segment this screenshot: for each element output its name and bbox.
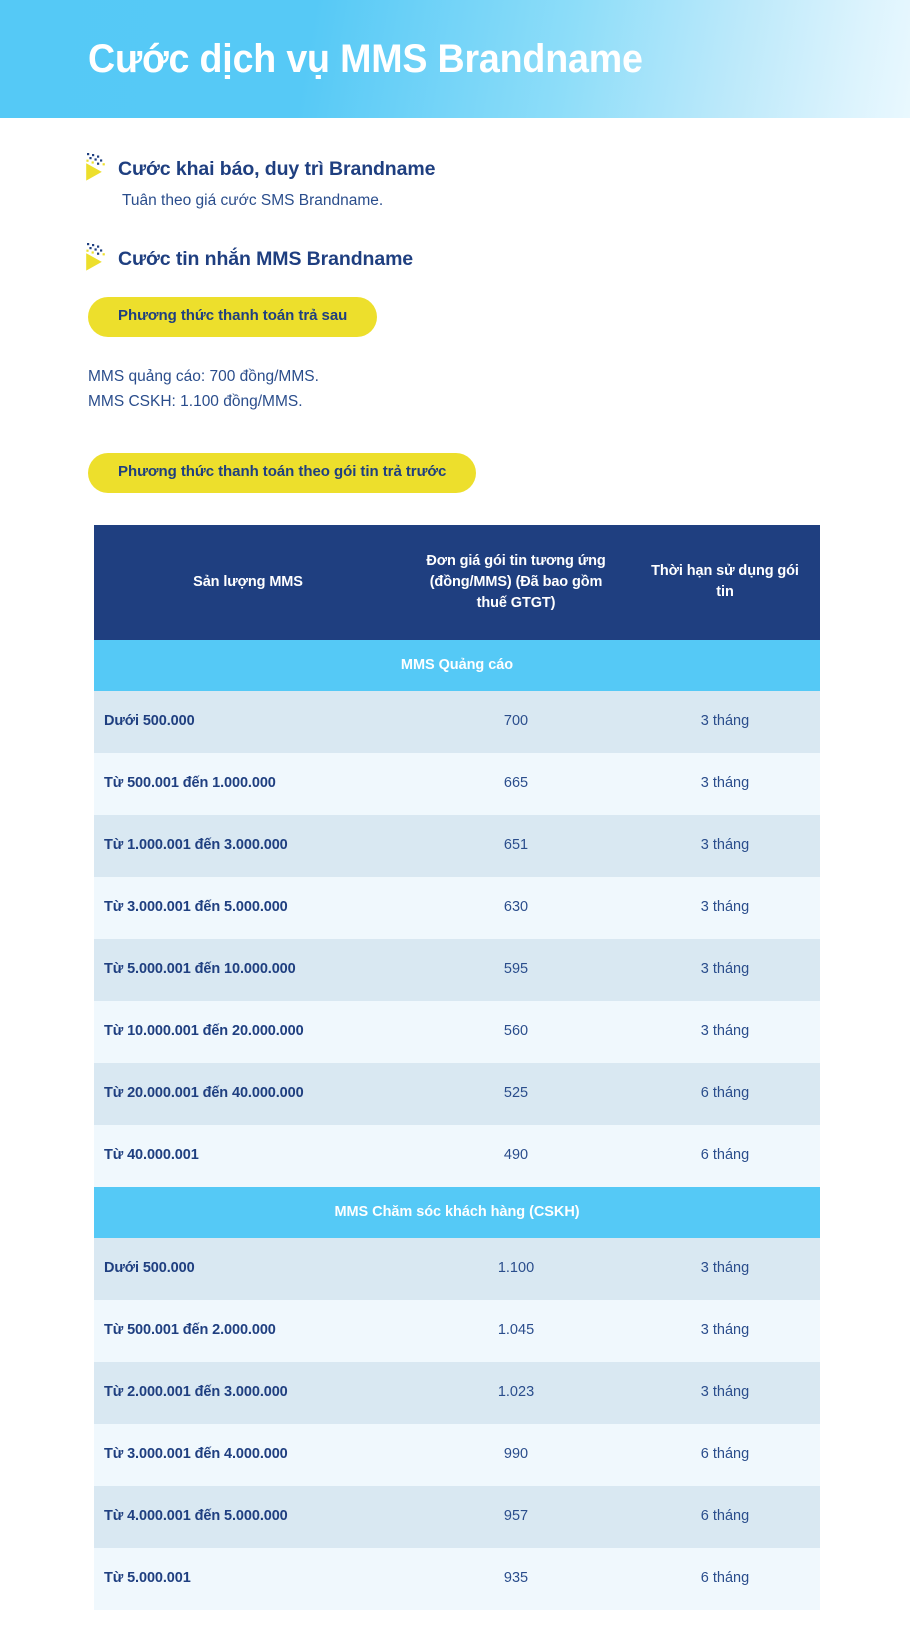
prepaid-pill-wrap: Phương thức thanh toán theo gói tin trả … xyxy=(0,453,910,493)
cell-validity: 3 tháng xyxy=(630,752,820,815)
cell-unit-price: 990 xyxy=(402,1423,630,1486)
table-body: MMS Quảng cáo Dưới 500.000 700 3 tháng Từ 50… xyxy=(94,639,820,1610)
cell-volume: Từ 10.000.001 đến 20.000.000 xyxy=(94,1000,402,1063)
table-row: Từ 3.000.001 đến 4.000.000 990 6 tháng xyxy=(94,1423,820,1486)
cell-unit-price: 665 xyxy=(402,752,630,815)
cell-volume: Từ 4.000.001 đến 5.000.000 xyxy=(94,1485,402,1548)
table-row: Từ 500.001 đến 2.000.000 1.045 3 tháng xyxy=(94,1299,820,1362)
table-section-label: MMS Quảng cáo xyxy=(94,639,820,691)
column-header-volume: Sản lượng MMS xyxy=(94,524,402,640)
column-header-unit-price: Đơn giá gói tin tương ứng (đồng/MMS) (Đã… xyxy=(402,524,630,640)
yellow-play-arrow-icon xyxy=(84,152,112,182)
cell-validity: 6 tháng xyxy=(630,1547,820,1610)
cell-volume: Từ 5.000.001 đến 10.000.000 xyxy=(94,938,402,1001)
column-header-validity: Thời hạn sử dụng gói tin xyxy=(630,524,820,640)
cell-volume: Từ 5.000.001 xyxy=(94,1547,402,1610)
cell-unit-price: 490 xyxy=(402,1124,630,1187)
cell-volume: Dưới 500.000 xyxy=(94,690,402,753)
rate-table-wrapper: Sản lượng MMS Đơn giá gói tin tương ứng … xyxy=(94,524,820,1610)
page-header-banner: Cước dịch vụ MMS Brandname xyxy=(0,0,910,118)
postpaid-price-line: MMS quảng cáo: 700 đồng/MMS. xyxy=(88,367,319,385)
table-row: Từ 40.000.001 490 6 tháng xyxy=(94,1124,820,1187)
table-row: Dưới 500.000 700 3 tháng xyxy=(94,690,820,753)
postpaid-price-line: MMS CSKH: 1.100 đồng/MMS. xyxy=(88,393,303,411)
page-content: Cước khai báo, duy trì Brandname Tuân th… xyxy=(0,118,910,1646)
postpaid-pill-wrap: Phương thức thanh toán trả sau xyxy=(0,297,910,337)
cell-validity: 3 tháng xyxy=(630,814,820,877)
table-section-row: MMS Chăm sóc khách hàng (CSKH) xyxy=(94,1186,820,1238)
table-section-row: MMS Quảng cáo xyxy=(94,639,820,691)
cell-volume: Từ 20.000.001 đến 40.000.000 xyxy=(94,1062,402,1125)
cell-unit-price: 1.023 xyxy=(402,1361,630,1424)
cell-volume: Từ 500.001 đến 1.000.000 xyxy=(94,752,402,815)
cell-volume: Từ 500.001 đến 2.000.000 xyxy=(94,1299,402,1362)
table-row: Từ 10.000.001 đến 20.000.000 560 3 tháng xyxy=(94,1000,820,1063)
table-row: Từ 4.000.001 đến 5.000.000 957 6 tháng xyxy=(94,1485,820,1548)
cell-unit-price: 630 xyxy=(402,876,630,939)
cell-volume: Từ 3.000.001 đến 5.000.000 xyxy=(94,876,402,939)
cell-unit-price: 525 xyxy=(402,1062,630,1125)
table-section-label: MMS Chăm sóc khách hàng (CSKH) xyxy=(94,1186,820,1238)
cell-validity: 3 tháng xyxy=(630,876,820,939)
cell-validity: 3 tháng xyxy=(630,1000,820,1063)
bullet-heading-label: Cước khai báo, duy trì Brandname xyxy=(118,158,436,180)
yellow-play-arrow-icon xyxy=(84,242,112,272)
table-row: Từ 5.000.001 đến 10.000.000 595 3 tháng xyxy=(94,938,820,1001)
cell-validity: 3 tháng xyxy=(630,1237,820,1300)
table-row: Từ 20.000.001 đến 40.000.000 525 6 tháng xyxy=(94,1062,820,1125)
cell-unit-price: 700 xyxy=(402,690,630,753)
cell-validity: 3 tháng xyxy=(630,690,820,753)
cell-validity: 6 tháng xyxy=(630,1485,820,1548)
cell-unit-price: 595 xyxy=(402,938,630,1001)
bullet-section-message-fee: Cước tin nhắn MMS Brandname xyxy=(0,243,910,271)
cell-volume: Dưới 500.000 xyxy=(94,1237,402,1300)
table-row: Từ 500.001 đến 1.000.000 665 3 tháng xyxy=(94,752,820,815)
cell-unit-price: 957 xyxy=(402,1485,630,1548)
cell-unit-price: 651 xyxy=(402,814,630,877)
badge-payment-prepaid-package: Phương thức thanh toán theo gói tin trả … xyxy=(88,453,477,493)
cell-unit-price: 560 xyxy=(402,1000,630,1063)
cell-validity: 3 tháng xyxy=(630,1299,820,1362)
cell-validity: 6 tháng xyxy=(630,1423,820,1486)
table-row: Dưới 500.000 1.100 3 tháng xyxy=(94,1237,820,1300)
table-header: Sản lượng MMS Đơn giá gói tin tương ứng … xyxy=(94,524,820,640)
cell-volume: Từ 3.000.001 đến 4.000.000 xyxy=(94,1423,402,1486)
cell-volume: Từ 2.000.001 đến 3.000.000 xyxy=(94,1361,402,1424)
cell-unit-price: 1.045 xyxy=(402,1299,630,1362)
table-row: Từ 3.000.001 đến 5.000.000 630 3 tháng xyxy=(94,876,820,939)
bullet-subtext: Tuân theo giá cước SMS Brandname. xyxy=(122,192,384,210)
cell-validity: 6 tháng xyxy=(630,1062,820,1125)
table-row: Từ 1.000.001 đến 3.000.000 651 3 tháng xyxy=(94,814,820,877)
cell-volume: Từ 40.000.001 xyxy=(94,1124,402,1187)
cell-unit-price: 1.100 xyxy=(402,1237,630,1300)
mms-rate-table: Sản lượng MMS Đơn giá gói tin tương ứng … xyxy=(94,524,820,1610)
cell-validity: 6 tháng xyxy=(630,1124,820,1187)
cell-volume: Từ 1.000.001 đến 3.000.000 xyxy=(94,814,402,877)
cell-unit-price: 935 xyxy=(402,1547,630,1610)
bullet-heading-row: Cước tin nhắn MMS Brandname xyxy=(86,243,910,271)
postpaid-price-list: MMS quảng cáo: 700 đồng/MMS. MMS CSKH: 1… xyxy=(0,364,910,414)
bullet-heading-label: Cước tin nhắn MMS Brandname xyxy=(118,248,414,271)
badge-payment-postpaid: Phương thức thanh toán trả sau xyxy=(88,297,378,337)
bullet-section-declaration-fee: Cước khai báo, duy trì Brandname Tuân th… xyxy=(0,153,910,212)
page-title: Cước dịch vụ MMS Brandname xyxy=(88,37,643,81)
table-row: Từ 5.000.001 935 6 tháng xyxy=(94,1547,820,1610)
table-row: Từ 2.000.001 đến 3.000.000 1.023 3 tháng xyxy=(94,1361,820,1424)
cell-validity: 3 tháng xyxy=(630,938,820,1001)
table-header-row: Sản lượng MMS Đơn giá gói tin tương ứng … xyxy=(94,524,820,640)
bullet-heading-row: Cước khai báo, duy trì Brandname xyxy=(86,153,910,181)
cell-validity: 3 tháng xyxy=(630,1361,820,1424)
